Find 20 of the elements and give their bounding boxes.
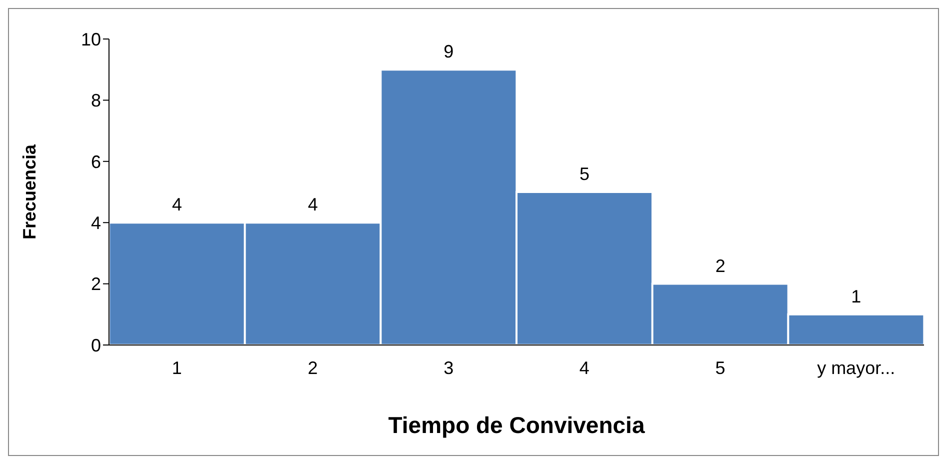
y-axis-title: Frecuencia [19,143,40,240]
x-axis-title: Tiempo de Convivencia [388,412,645,438]
y-tick-label: 8 [90,90,101,111]
x-tick-label: 4 [579,358,590,378]
data-label: 4 [172,194,182,215]
data-label: 5 [579,164,590,184]
x-tick-label: 1 [172,358,182,378]
data-label: 4 [308,194,318,215]
x-tick-label: y mayor... [817,358,896,378]
y-tick-label: 10 [80,29,101,50]
y-tick-label: 4 [90,212,101,233]
y-tick-label: 0 [90,335,101,356]
data-label: 9 [444,42,454,62]
y-tick-label: 2 [90,274,101,294]
x-tick-label: 3 [444,358,454,378]
y-tick-label: 6 [90,152,101,172]
x-tick-label: 2 [308,358,318,378]
x-tick-label: 5 [715,358,726,378]
data-label: 2 [715,256,726,276]
data-label: 1 [851,286,862,306]
